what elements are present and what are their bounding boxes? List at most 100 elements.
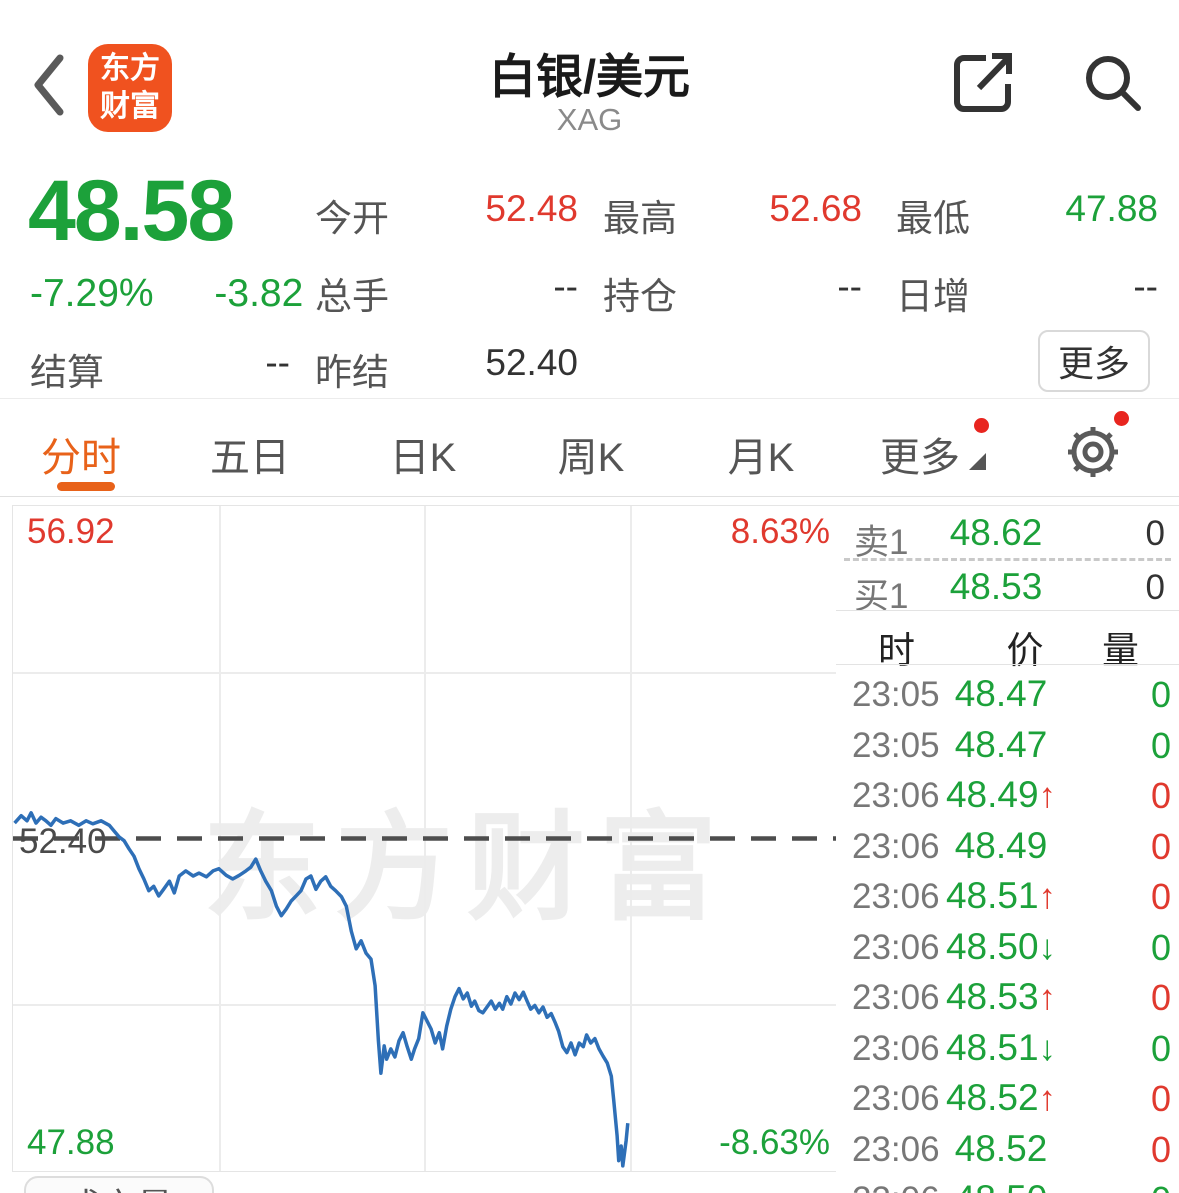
trade-row: 23:06 48.51↑ 0 (836, 870, 1179, 921)
active-tab-underline (57, 482, 115, 491)
trade-price: 48.50↓ (945, 925, 1057, 967)
trade-price: 48.49 (954, 824, 1048, 866)
buy-1-row: 买1 48.53 0 (836, 560, 1179, 616)
price-line (13, 811, 630, 1168)
day-inc-value: -- (1133, 266, 1158, 307)
trade-volume: 0 (1150, 825, 1171, 867)
trade-time: 23:06 (852, 927, 940, 967)
trade-price: 48.53↑ (945, 976, 1057, 1017)
page-title: 白银/美元 (488, 50, 691, 103)
trade-direction-arrow: ↑ (1038, 776, 1057, 815)
buy-1-price: 48.53 (949, 566, 1043, 607)
buy-1-volume: 0 (1145, 568, 1165, 607)
more-badge-dot (974, 418, 989, 433)
trade-price: 48.51↓ (945, 1026, 1057, 1068)
trade-time: 23:06 (852, 1180, 940, 1193)
tab-more[interactable]: 更多 (880, 436, 960, 480)
minute-chart-svg (13, 811, 836, 1168)
trade-volume: 0 (1150, 1027, 1171, 1069)
settle-value: -- (265, 342, 290, 383)
header-price: 价 (1006, 630, 1044, 671)
header-volume: 量 (1102, 630, 1139, 671)
symbol-code: XAG (556, 102, 623, 137)
logo-text-bottom: 财富 (100, 90, 160, 123)
trade-row: 23:06 48.50 0 (836, 1173, 1179, 1193)
axis-max-price: 56.92 (27, 512, 115, 551)
open-value: 52.48 (485, 188, 578, 229)
trade-volume: 0 (1150, 876, 1171, 917)
volume-value: -- (553, 266, 578, 307)
search-button[interactable] (1078, 48, 1148, 118)
more-caret-icon (969, 453, 986, 470)
sell-1-volume: 0 (1145, 514, 1165, 553)
chart-tabbar: 分时 五日 日K 周K 月K 更多 (0, 399, 1179, 497)
gridline (13, 1004, 836, 1006)
chart-settings-button[interactable] (1062, 421, 1124, 483)
trade-time: 23:06 (852, 1129, 940, 1169)
tab-weekly-k[interactable]: 周K (557, 436, 625, 480)
share-button[interactable] (948, 46, 1018, 116)
trade-row: 23:06 48.53↑ 0 (836, 971, 1179, 1022)
trade-volume: 0 (1150, 977, 1171, 1018)
trade-time: 23:06 (852, 877, 940, 916)
trade-price: 48.49↑ (945, 774, 1057, 815)
tab-five-day[interactable]: 五日 (210, 436, 290, 480)
trade-volume: 0 (1150, 1128, 1171, 1170)
change-value: -3.82 (214, 272, 304, 315)
axis-baseline-price: 52.40 (19, 822, 107, 861)
share-icon (954, 53, 1012, 112)
tab-minute[interactable]: 分时 (41, 436, 121, 480)
trade-price: 48.52↑ (945, 1077, 1057, 1118)
volume-tab-button[interactable]: 成交量 (24, 1176, 214, 1193)
order-trade-panel: 卖1 48.62 0 买1 48.53 0 时 价 量 23:05 48.47 … (836, 505, 1179, 1193)
change-percent: -7.29% (30, 272, 154, 315)
header-time: 时 (878, 630, 915, 671)
quote-more-button[interactable]: 更多 (1038, 330, 1150, 392)
trade-row: 23:05 48.47 0 (836, 668, 1179, 719)
trade-direction-arrow: ↑ (1038, 978, 1057, 1017)
axis-max-percent: 8.63% (730, 512, 830, 551)
open-label: 今开 (315, 198, 389, 239)
trade-direction-arrow: ↑ (1038, 1079, 1057, 1118)
trade-volume: 0 (1150, 674, 1171, 715)
position-value: -- (837, 266, 862, 307)
trade-volume: 0 (1150, 724, 1171, 766)
buy-1-label: 买1 (854, 577, 909, 616)
header: 东方 财富 白银/美元 XAG (0, 0, 1179, 157)
minute-chart[interactable]: 东方财富 56.92 8.63% 52.40 47.88 -8.63% (12, 505, 837, 1172)
trade-time: 23:06 (852, 776, 940, 815)
trade-row: 23:06 48.50↓ 0 (836, 921, 1179, 972)
trade-list[interactable]: 23:05 48.47 0 23:05 48.47 0 23:06 48.49↑… (836, 668, 1179, 1193)
trade-volume: 0 (1150, 926, 1171, 968)
trade-row: 23:06 48.52 0 (836, 1123, 1179, 1174)
low-label: 最低 (896, 198, 970, 239)
trade-row: 23:06 48.49 0 (836, 820, 1179, 871)
trade-volume: 0 (1150, 1078, 1171, 1119)
trade-direction-arrow: ↓ (1038, 1028, 1057, 1068)
prev-settle-value: 52.40 (485, 342, 578, 383)
trade-price: 48.52 (954, 1127, 1048, 1169)
position-label: 持仓 (603, 276, 677, 317)
day-inc-label: 日增 (896, 276, 970, 317)
trade-time: 23:05 (852, 675, 940, 714)
low-value: 47.88 (1065, 188, 1158, 229)
panel-separator (836, 664, 1179, 665)
trade-row: 23:05 48.47 0 (836, 719, 1179, 770)
tab-monthly-k[interactable]: 月K (727, 436, 795, 480)
tab-daily-k[interactable]: 日K (389, 436, 457, 480)
search-icon (1086, 56, 1141, 111)
trade-time: 23:06 (852, 1079, 940, 1118)
prev-settle-label: 昨结 (315, 352, 389, 393)
axis-min-price: 47.88 (27, 1123, 115, 1162)
trade-row: 23:06 48.51↓ 0 (836, 1022, 1179, 1073)
trade-price: 48.47 (954, 673, 1048, 714)
sell-1-row: 卖1 48.62 0 (836, 506, 1179, 562)
trade-time: 23:06 (852, 1028, 940, 1068)
trade-row: 23:06 48.52↑ 0 (836, 1072, 1179, 1123)
gridline (13, 672, 836, 674)
trade-price: 48.51↑ (945, 875, 1057, 916)
back-chevron-icon (34, 54, 64, 116)
back-button[interactable] (28, 50, 72, 120)
high-label: 最高 (603, 198, 677, 239)
